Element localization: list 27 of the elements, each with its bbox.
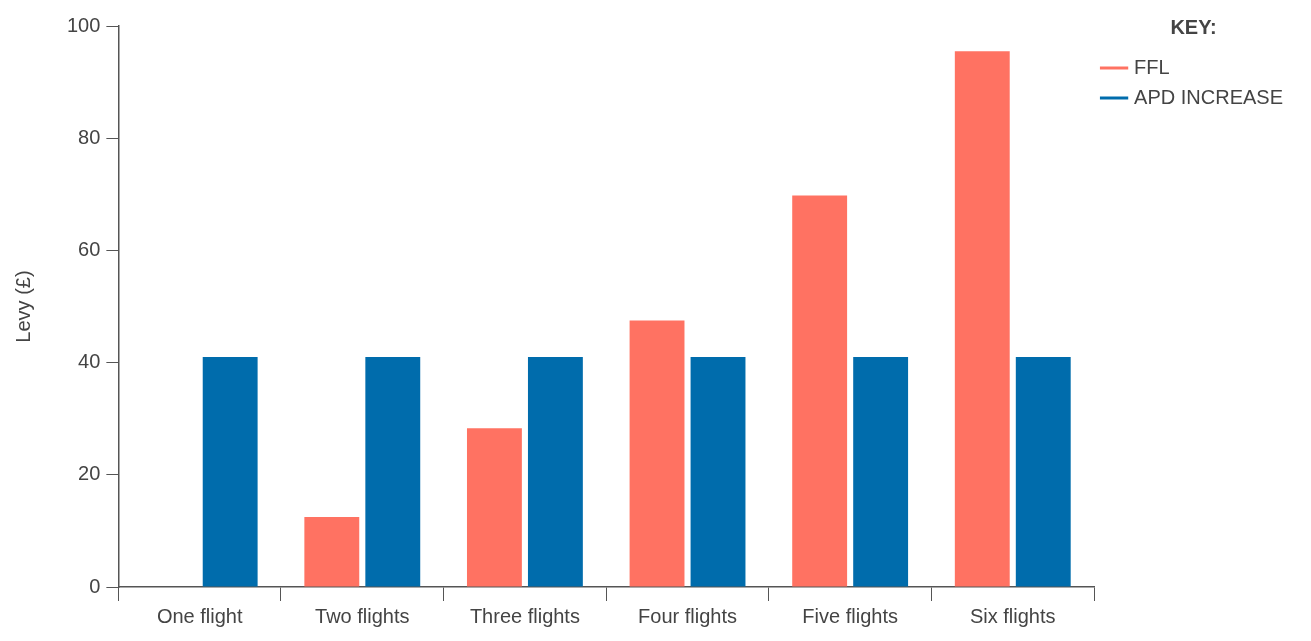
legend-title: KEY: xyxy=(1170,15,1217,38)
legend-label: APD INCREASE xyxy=(1134,85,1284,108)
x-tick-label: Five flights xyxy=(802,604,898,627)
bar xyxy=(304,516,360,587)
y-tick-label: 60 xyxy=(78,237,101,260)
x-tick-label: Two flights xyxy=(315,604,410,627)
bar xyxy=(954,51,1010,587)
y-tick-label: 100 xyxy=(66,13,101,36)
y-tick-label: 40 xyxy=(78,350,101,373)
legend-label: FFL xyxy=(1134,55,1170,78)
bar xyxy=(853,356,909,587)
y-tick-label: 80 xyxy=(78,125,101,148)
bar xyxy=(1015,356,1071,587)
y-tick-label: 0 xyxy=(89,574,101,597)
bar xyxy=(466,428,522,587)
bar xyxy=(629,320,685,587)
x-tick-label: Six flights xyxy=(969,604,1056,627)
x-tick-label: Four flights xyxy=(638,604,737,627)
bar xyxy=(365,356,421,587)
bar xyxy=(690,356,746,587)
bar xyxy=(202,356,258,587)
x-tick-label: One flight xyxy=(156,604,243,627)
bar xyxy=(792,195,848,587)
y-axis-title: Levy (£) xyxy=(11,270,34,343)
y-tick-label: 20 xyxy=(78,462,101,485)
x-tick-label: Three flights xyxy=(469,604,580,627)
bar xyxy=(527,356,583,587)
